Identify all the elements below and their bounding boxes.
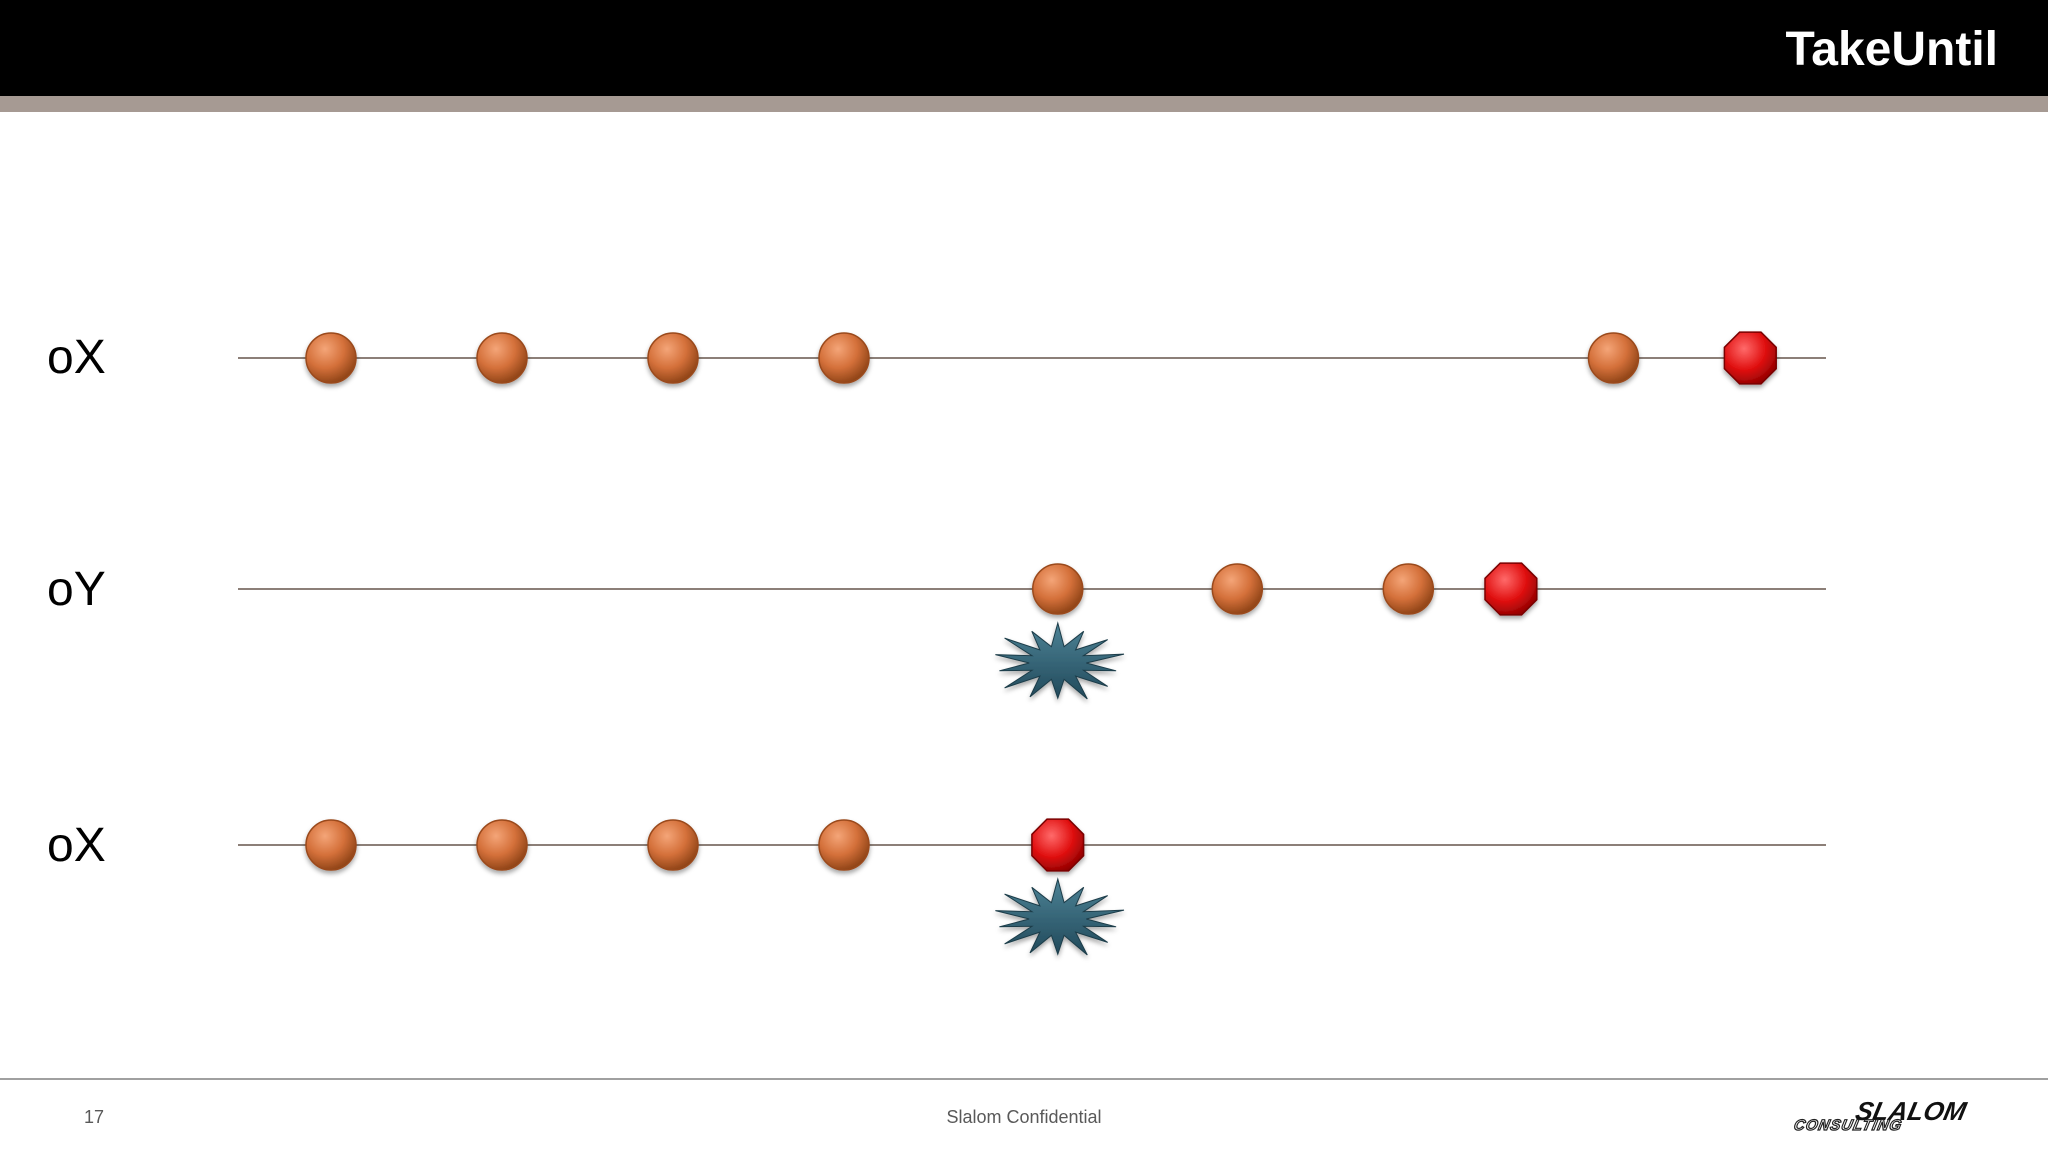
value-marble bbox=[818, 819, 870, 871]
value-marble bbox=[1211, 563, 1264, 615]
title-bar bbox=[0, 0, 2048, 96]
value-marble bbox=[476, 819, 528, 871]
trigger-burst bbox=[995, 877, 1125, 956]
completion-marker bbox=[1723, 331, 1777, 385]
value-marble bbox=[818, 332, 870, 384]
value-marble bbox=[476, 332, 528, 384]
logo-subtitle: CONSULTING bbox=[1792, 1116, 1905, 1134]
confidential-notice: Slalom Confidential bbox=[946, 1107, 1102, 1127]
completion-marker bbox=[1484, 562, 1538, 616]
value-marble bbox=[647, 819, 699, 871]
page-number: 17 bbox=[84, 1107, 105, 1127]
value-marble bbox=[1382, 563, 1435, 615]
title-bar-accent bbox=[0, 96, 2048, 112]
value-marble bbox=[1587, 332, 1640, 384]
completion-marker bbox=[1031, 818, 1085, 872]
stream-label-result: oX bbox=[47, 819, 106, 872]
value-marble bbox=[1032, 563, 1084, 615]
slide-title: TakeUntil bbox=[1785, 23, 1998, 76]
slalom-logo: SLALOM CONSULTING bbox=[1790, 1096, 1980, 1138]
stream-label-source: oX bbox=[47, 331, 106, 384]
value-marble bbox=[305, 819, 357, 871]
footer-divider bbox=[0, 1078, 2048, 1080]
trigger-burst bbox=[995, 621, 1125, 700]
stream-label-trigger: oY bbox=[47, 563, 106, 616]
value-marble bbox=[647, 332, 699, 384]
value-marble bbox=[305, 332, 357, 384]
